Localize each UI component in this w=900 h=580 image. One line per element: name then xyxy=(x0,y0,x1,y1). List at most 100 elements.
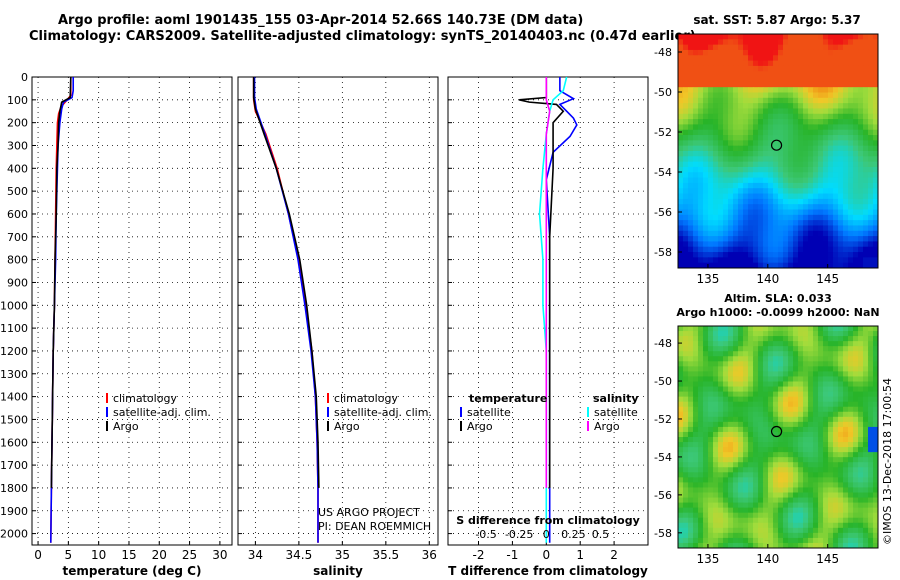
map-cell xyxy=(798,39,804,46)
map-cell xyxy=(768,452,774,458)
map-cell xyxy=(783,462,789,468)
map-cell xyxy=(753,522,759,529)
map-cell xyxy=(788,76,794,83)
map-cell xyxy=(763,492,769,499)
map-cell xyxy=(783,522,789,529)
map-cell xyxy=(853,376,859,382)
map-cell xyxy=(838,401,844,408)
map-cell xyxy=(843,145,849,152)
map-cell xyxy=(763,487,769,493)
map-cell xyxy=(808,512,814,519)
map-cell xyxy=(808,204,814,210)
map-cell xyxy=(743,341,749,347)
map-cell xyxy=(843,341,849,347)
map-cell xyxy=(788,55,794,62)
map-cell xyxy=(738,502,744,509)
map-cell xyxy=(863,366,869,372)
map-cell xyxy=(868,156,874,163)
map-cell xyxy=(733,92,739,99)
map-cell xyxy=(738,416,744,423)
map-cell xyxy=(813,39,819,46)
map-cell xyxy=(773,411,779,418)
map-cell xyxy=(758,108,764,115)
map-cell xyxy=(863,262,869,269)
map-cell xyxy=(848,220,854,226)
map-cell xyxy=(858,113,864,120)
map-cell xyxy=(713,103,719,109)
map-cell xyxy=(873,386,879,393)
map-cell xyxy=(713,376,719,382)
y-tick-label: 1900 xyxy=(0,505,28,518)
map-cell xyxy=(818,522,824,529)
map-cell xyxy=(778,55,784,62)
map-cell xyxy=(873,103,879,109)
x-tick-label: 30 xyxy=(212,548,227,562)
map-cell xyxy=(718,416,724,423)
map-cell xyxy=(873,172,879,179)
map-cell xyxy=(723,220,729,226)
map-cell xyxy=(813,522,819,529)
map-cell xyxy=(848,482,854,488)
map-cell xyxy=(873,532,879,539)
map-cell xyxy=(818,447,824,453)
map-cell xyxy=(718,411,724,418)
map-cell xyxy=(713,151,719,157)
map-cell xyxy=(758,421,764,428)
map-cell xyxy=(693,457,699,463)
map-cell xyxy=(758,346,764,352)
map-cell xyxy=(843,246,849,253)
map-cell xyxy=(868,472,874,478)
map-cell xyxy=(818,346,824,352)
map-cell xyxy=(818,386,824,393)
map-cell xyxy=(848,522,854,529)
map-cell xyxy=(833,386,839,393)
map-cell xyxy=(698,103,704,109)
map-y-tick-label: -58 xyxy=(654,246,672,259)
map-cell xyxy=(863,39,869,46)
map-cell xyxy=(768,512,774,519)
map-cell xyxy=(853,411,859,418)
map-cell xyxy=(743,119,749,125)
map-cell xyxy=(708,225,714,232)
map-cell xyxy=(733,65,739,72)
map-cell xyxy=(783,49,789,56)
map-cell xyxy=(858,172,864,179)
map-cell xyxy=(808,482,814,488)
map-cell xyxy=(768,421,774,428)
map-cell xyxy=(833,502,839,509)
map-cell xyxy=(793,326,799,332)
map-cell xyxy=(723,326,729,332)
map-cell xyxy=(818,129,824,136)
map-cell xyxy=(863,145,869,152)
map-cell xyxy=(788,457,794,463)
map-cell xyxy=(768,381,774,388)
map-cell xyxy=(703,331,709,337)
map-cell xyxy=(783,467,789,473)
map-cell xyxy=(858,386,864,393)
map-cell xyxy=(678,87,684,93)
map-cell xyxy=(793,204,799,210)
map-cell xyxy=(678,396,684,403)
map-cell xyxy=(743,396,749,403)
map-cell xyxy=(678,236,684,242)
map-cell xyxy=(783,156,789,163)
map-cell xyxy=(783,371,789,377)
map-cell xyxy=(863,537,869,544)
map-cell xyxy=(823,376,829,382)
map-cell xyxy=(823,462,829,468)
map-cell xyxy=(728,482,734,488)
map-cell xyxy=(713,537,719,544)
map-cell xyxy=(818,225,824,232)
map-cell xyxy=(823,517,829,524)
map-cell xyxy=(703,92,709,99)
map-cell xyxy=(758,336,764,342)
map-cell xyxy=(763,262,769,269)
map-cell xyxy=(773,236,779,242)
map-cell xyxy=(723,97,729,104)
map-cell xyxy=(728,214,734,221)
map-cell xyxy=(713,209,719,216)
map-cell xyxy=(823,65,829,72)
map-cell xyxy=(858,457,864,463)
map-cell xyxy=(853,39,859,46)
map-cell xyxy=(848,225,854,232)
